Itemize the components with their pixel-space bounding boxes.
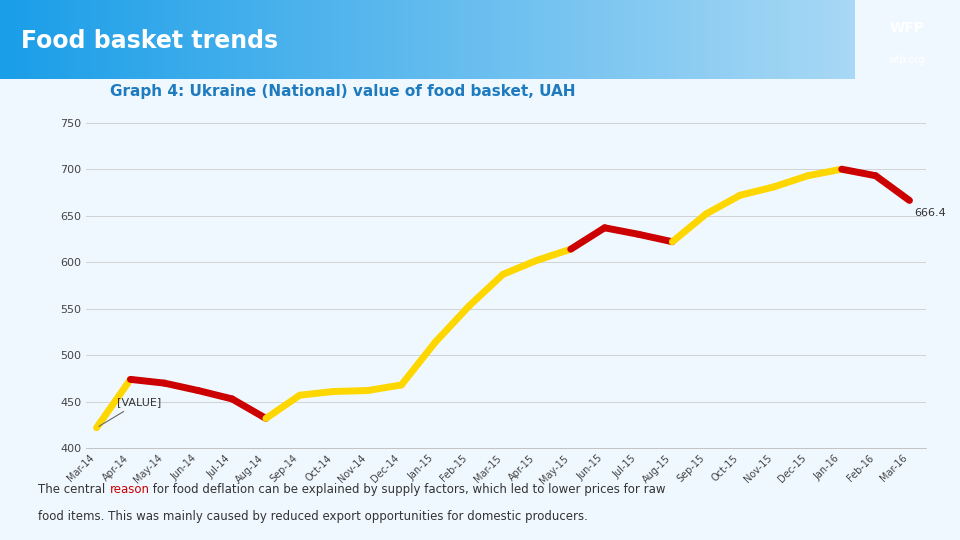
Text: The central: The central [38, 483, 109, 496]
Text: food items. This was mainly caused by reduced export opportunities for domestic : food items. This was mainly caused by re… [38, 510, 588, 523]
Text: wfp.org: wfp.org [889, 55, 925, 65]
Text: reason: reason [109, 483, 150, 496]
Text: Graph 4: Ukraine (National) value of food basket, UAH: Graph 4: Ukraine (National) value of foo… [110, 84, 576, 99]
Text: WFP: WFP [890, 21, 924, 35]
Text: for food deflation can be explained by supply factors, which led to lower prices: for food deflation can be explained by s… [150, 483, 666, 496]
Text: 666.4: 666.4 [915, 208, 947, 218]
Text: Food basket trends: Food basket trends [21, 29, 278, 53]
Text: [VALUE]: [VALUE] [99, 397, 161, 426]
